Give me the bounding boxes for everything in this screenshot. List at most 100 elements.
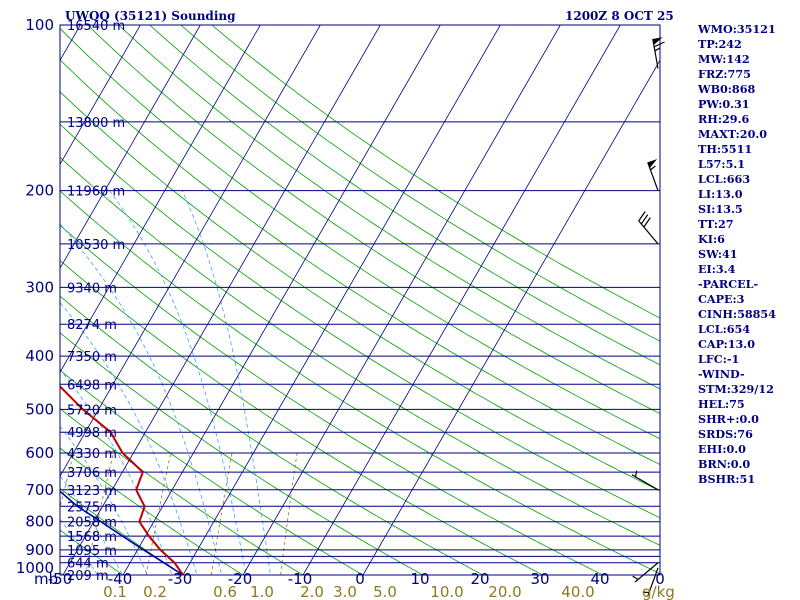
height-label: 209 m: [67, 569, 109, 584]
height-label: 3706 m: [67, 466, 117, 481]
mixing-ratio-label: 0.6: [213, 583, 237, 600]
wind-barb: [638, 211, 659, 245]
temperature-tick-label: 30: [530, 570, 549, 588]
index-list: WMO:35121 TP:242 MW:142 FRZ:775 WB0:868 PW:0.…: [698, 22, 776, 487]
dry-adiabat: [118, 25, 660, 390]
barb-staff: [638, 220, 659, 245]
barb-half-flag: [634, 470, 638, 477]
index-item: KI:6: [698, 232, 725, 246]
mixing-ratio-label: 40.0: [561, 583, 594, 600]
index-item: TT:27: [698, 217, 734, 231]
index-item: LI:13.0: [698, 187, 743, 201]
height-label: 7350 m: [67, 350, 117, 365]
isotherm: [122, 25, 441, 575]
mixing-ratio-line: [280, 452, 298, 575]
barb-staff: [647, 162, 659, 191]
index-item: MW:142: [698, 52, 750, 66]
mixing-ratio-label: 0.1: [103, 583, 127, 600]
index-item: STM:329/12: [698, 382, 774, 396]
index-item: HEL:75: [698, 397, 745, 411]
temperature-trace: [60, 384, 184, 575]
index-item: MAXT:20.0: [698, 127, 768, 141]
mixing-ratio-unit: g/kg: [642, 583, 675, 600]
index-item: LCL:663: [698, 172, 751, 186]
index-item: FRZ:775: [698, 67, 751, 81]
height-label: 5720 m: [67, 403, 117, 418]
barb-flag: [643, 217, 651, 228]
moist-adiabat: [60, 301, 198, 575]
dry-adiabat: [60, 332, 424, 575]
index-item: LFC:-1: [698, 352, 740, 366]
height-label: 10530 m: [67, 238, 125, 253]
temperature-tick-label: -10: [288, 570, 313, 588]
moist-adiabat: [181, 190, 272, 575]
index-item: EI:3.4: [698, 262, 736, 276]
pressure-tick-label: 1000: [16, 559, 54, 577]
mixing-ratio-label: 2.0: [300, 583, 324, 600]
dry-adiabat: [60, 529, 124, 575]
index-item: TP:242: [698, 37, 742, 51]
temperature-tick-label: 20: [470, 570, 489, 588]
mixing-ratio-label: 20.0: [488, 583, 521, 600]
temperature-tick-label: 0: [355, 570, 365, 588]
pressure-tick-label: 300: [25, 278, 54, 296]
index-item: LCL:654: [698, 322, 751, 336]
pressure-tick-label: 100: [25, 16, 54, 34]
wind-barb: [631, 470, 659, 491]
mixing-ratio-line: [210, 452, 233, 575]
valid-time: 1200Z 8 OCT 25: [565, 9, 674, 23]
index-item: WMO:35121: [698, 22, 776, 36]
pressure-tick-label: 200: [25, 182, 54, 200]
height-label: 8274 m: [67, 318, 117, 333]
dry-adiabat: [60, 259, 544, 575]
index-item: RH:29.6: [698, 112, 750, 126]
isotherm: [60, 25, 321, 478]
temperature-tick-label: -50: [48, 570, 73, 588]
index-item: CINH:58854: [698, 307, 776, 321]
pressure-tick-label: 400: [25, 347, 54, 365]
mixing-ratio-label: 10.0: [430, 583, 463, 600]
moist-adiabat: [60, 425, 148, 575]
index-item: SHR+:0.0: [698, 412, 759, 426]
height-label: 4998 m: [67, 426, 117, 441]
wind-barb: [647, 158, 659, 191]
index-item: SRDS:76: [698, 427, 753, 441]
moist-adiabat: [109, 190, 247, 575]
barb-half-flag: [650, 165, 656, 171]
mixing-ratio-label: 1.0: [250, 583, 274, 600]
mixing-ratio-line: [60, 452, 75, 509]
parcel-trace: [60, 490, 184, 575]
mixing-ratio-label: 3.0: [333, 583, 357, 600]
height-label: 13800 m: [67, 116, 125, 131]
thermo-grid: [60, 25, 660, 575]
height-label: 11960 m: [67, 185, 125, 200]
height-label: 2058 m: [67, 516, 117, 531]
index-item: CAPE:3: [698, 292, 745, 306]
isotherm: [362, 59, 660, 575]
barb-flag: [653, 41, 665, 48]
mixing-ratio-label: 5.0: [373, 583, 397, 600]
dry-adiabat: [87, 25, 660, 415]
wind-barb: [642, 567, 659, 597]
moist-adiabat: [60, 223, 222, 575]
barb-staff: [647, 567, 659, 597]
barb-staff: [631, 474, 659, 491]
pressure-tick-label: 600: [25, 444, 54, 462]
height-label: 16540 m: [67, 19, 125, 34]
barb-flag: [638, 211, 646, 222]
temperature-tick-label: -20: [228, 570, 253, 588]
index-item: -WIND-: [698, 367, 745, 381]
barb-pennant: [647, 158, 658, 169]
isotherm: [182, 25, 501, 575]
barb-staff: [652, 38, 659, 69]
height-label: 2575 m: [67, 500, 117, 515]
dry-adiabat: [60, 369, 364, 575]
dry-adiabat: [60, 27, 660, 440]
index-item: EHI:0.0: [698, 442, 746, 456]
temperature-tick-label: 10: [410, 570, 429, 588]
barb-flag: [640, 214, 649, 225]
index-item: CAP:13.0: [698, 337, 755, 351]
height-label: 1095 m: [67, 544, 117, 559]
